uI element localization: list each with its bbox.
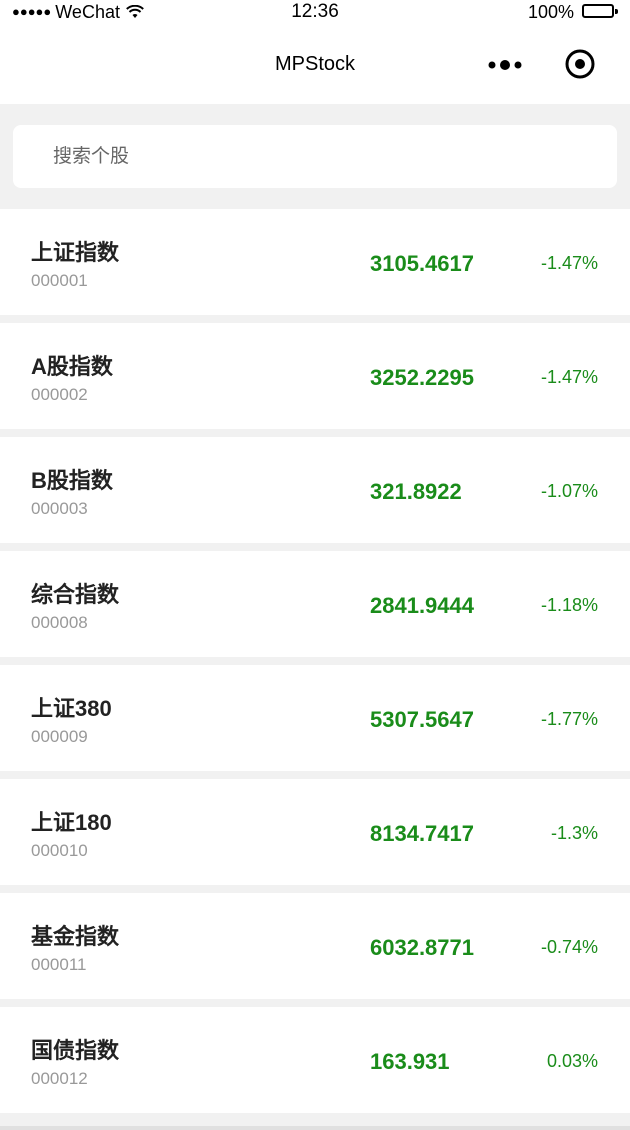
- more-icon[interactable]: [488, 58, 522, 72]
- stock-name: 上证380: [31, 696, 112, 721]
- stock-price: 6032.8771: [370, 935, 474, 960]
- stock-name: B股指数: [31, 468, 113, 493]
- stock-price: 5307.5647: [370, 707, 474, 732]
- signal-strength-icon: ●●●●●: [12, 4, 52, 19]
- stock-change: 0.03%: [546, 1051, 598, 1071]
- stock-row[interactable]: B股指数 000003 321.8922 -1.07%: [0, 437, 630, 543]
- wifi-icon: [126, 5, 144, 18]
- stock-code: 000010: [31, 841, 88, 860]
- stock-change: -0.74%: [540, 937, 598, 957]
- stock-price: 321.8922: [370, 479, 462, 504]
- stock-price: 3105.4617: [370, 251, 474, 276]
- stock-name: 国债指数: [31, 1038, 120, 1063]
- stock-change: -1.07%: [540, 481, 598, 501]
- stock-name: 上证指数: [31, 240, 120, 265]
- status-time: 12:36: [291, 1, 339, 22]
- stock-row[interactable]: 上证380 000009 5307.5647 -1.77%: [0, 665, 630, 771]
- stock-name: 基金指数: [31, 924, 120, 949]
- stock-row[interactable]: 综合指数 000008 2841.9444 -1.18%: [0, 551, 630, 657]
- stock-row[interactable]: 国债指数 000012 163.931 0.03%: [0, 1007, 630, 1113]
- stock-name: 综合指数: [31, 582, 120, 607]
- stock-change: -1.47%: [540, 253, 598, 273]
- status-bar: ●●●●● WeChat 12:36 100%: [0, 0, 630, 24]
- stock-change: -1.47%: [540, 367, 598, 387]
- carrier-name: WeChat: [55, 2, 120, 22]
- status-right: 100%: [528, 0, 620, 24]
- stock-code: 000001: [31, 271, 88, 290]
- bottom-divider: [0, 1126, 630, 1130]
- stock-row[interactable]: 上证180 000010 8134.7417 -1.3%: [0, 779, 630, 885]
- stock-code: 000003: [31, 499, 88, 518]
- stock-name: A股指数: [31, 354, 113, 379]
- stock-list: 上证指数 000001 3105.4617 -1.47% A股指数 000002 3252.…: [0, 209, 630, 1121]
- stock-change: -1.77%: [540, 709, 598, 729]
- search-input[interactable]: 搜索个股: [13, 125, 617, 188]
- stock-code: 000012: [31, 1069, 88, 1088]
- battery-icon: [582, 4, 620, 20]
- page-title: MPStock: [274, 53, 356, 75]
- stock-price: 163.931: [370, 1049, 450, 1074]
- stock-row[interactable]: 基金指数 000011 6032.8771 -0.74%: [0, 893, 630, 999]
- battery-percent: 100%: [527, 2, 574, 22]
- stock-code: 000002: [31, 385, 88, 404]
- search-section: 搜索个股: [0, 104, 630, 208]
- status-left: ●●●●● WeChat: [12, 0, 144, 24]
- stock-change: -1.3%: [550, 823, 598, 843]
- close-miniprogram-icon[interactable]: [564, 48, 596, 80]
- stock-code: 000009: [31, 727, 88, 746]
- stock-price: 3252.2295: [370, 365, 474, 390]
- nav-bar: MPStock: [0, 24, 630, 104]
- stock-code: 000011: [31, 955, 87, 974]
- stock-code: 000008: [31, 613, 88, 632]
- stock-row[interactable]: 上证指数 000001 3105.4617 -1.47%: [0, 209, 630, 315]
- stock-name: 上证180: [31, 810, 112, 835]
- stock-row[interactable]: A股指数 000002 3252.2295 -1.47%: [0, 323, 630, 429]
- stock-change: -1.18%: [540, 595, 598, 615]
- stock-price: 2841.9444: [370, 593, 474, 618]
- stock-price: 8134.7417: [370, 821, 474, 846]
